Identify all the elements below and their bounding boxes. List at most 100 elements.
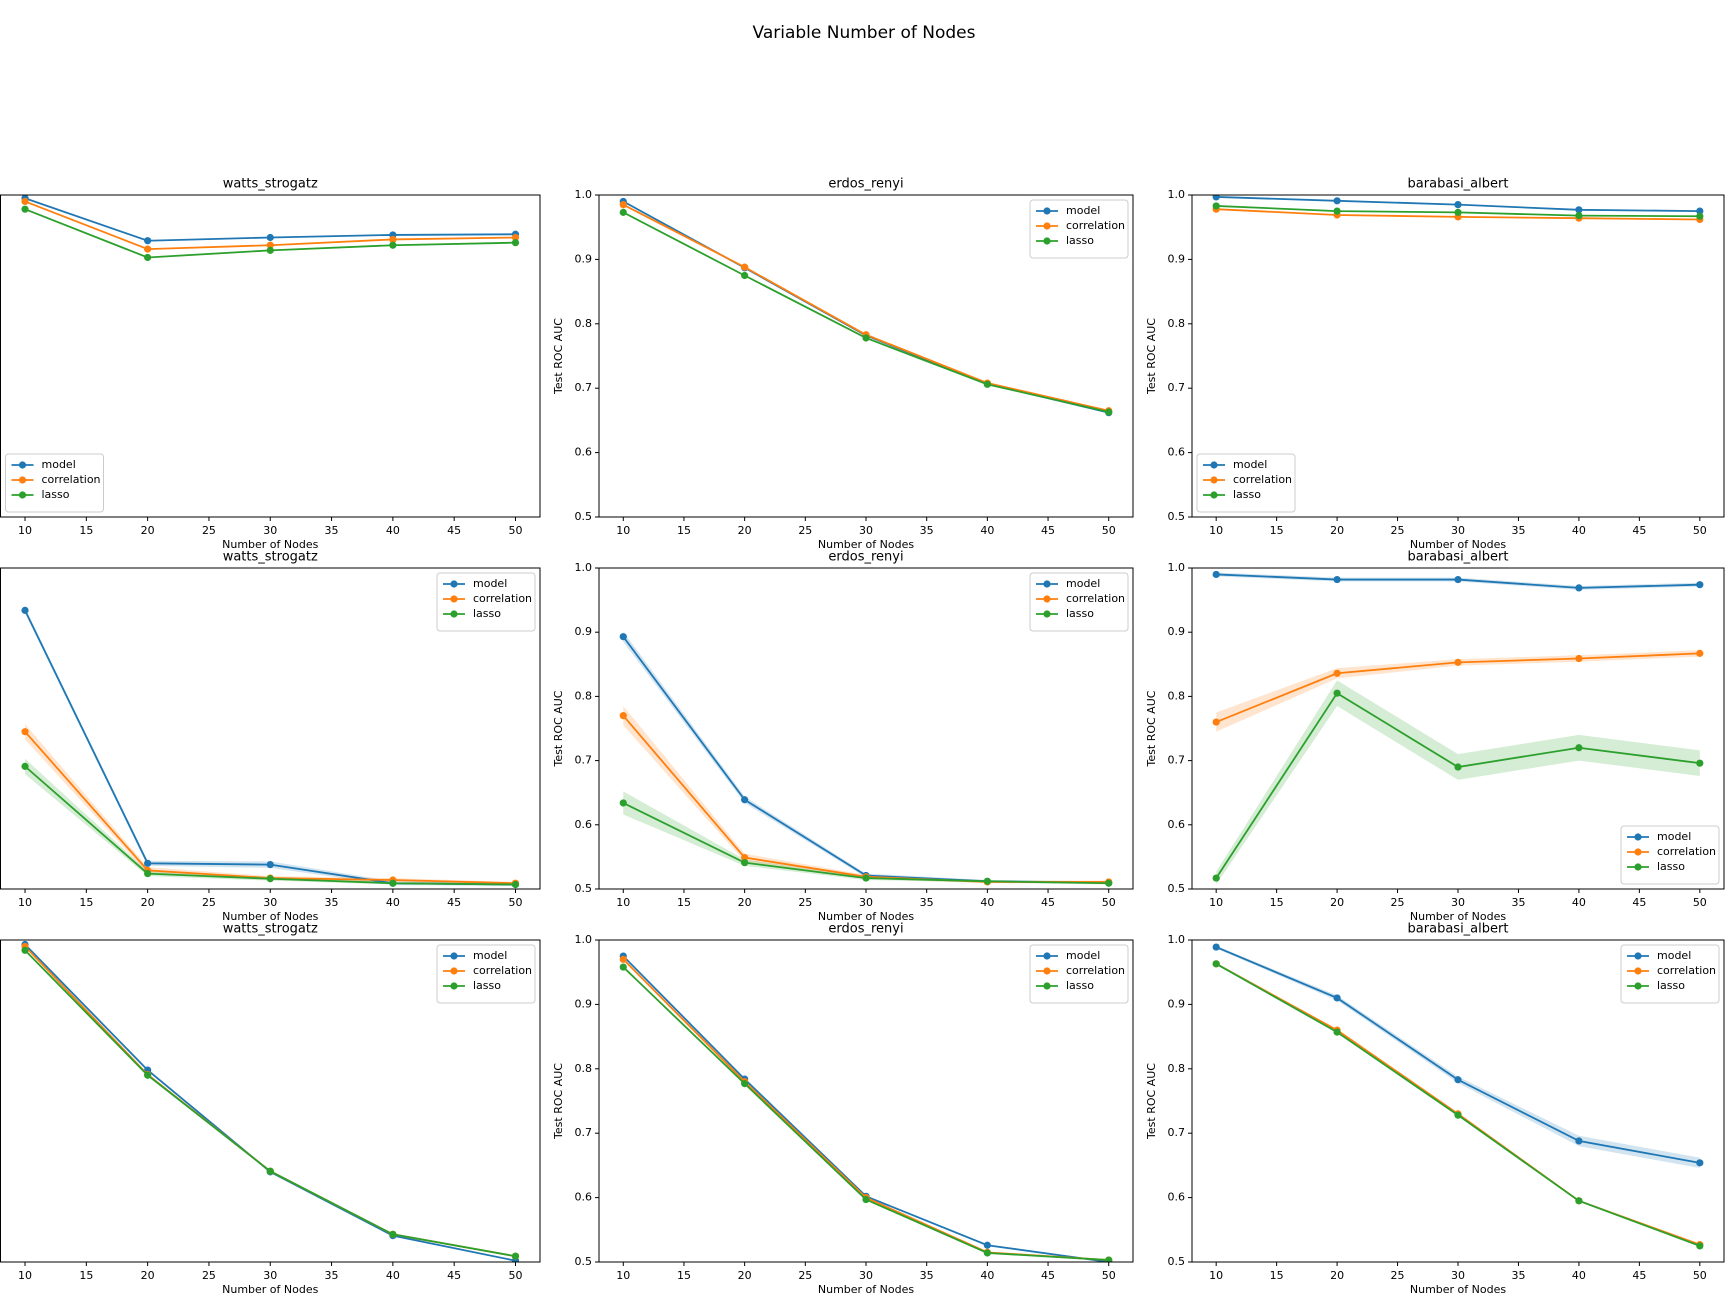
plot-frame: [598, 567, 1134, 890]
y-tick-label: 0.8: [1168, 317, 1186, 330]
x-tick-label: 35: [325, 1269, 339, 1282]
x-tick-label: 15: [677, 524, 691, 537]
plot-frame: [0, 194, 541, 518]
x-tick-label: 10: [1209, 524, 1223, 537]
plot-area: [1212, 195, 1704, 224]
y-axis-label: Test ROC AUC: [1145, 1063, 1158, 1140]
legend-marker: [1634, 863, 1642, 871]
data-point: [1105, 1256, 1113, 1262]
data-point: [511, 239, 520, 247]
legend-label: lasso: [1657, 979, 1685, 992]
data-point: [21, 762, 29, 770]
data-point: [266, 246, 274, 254]
y-axis-label: Test ROC AUC: [552, 1063, 565, 1140]
legend-marker: [1634, 982, 1642, 990]
y-axis-label: Test ROC AUC: [1145, 690, 1158, 767]
legend-label: correlation: [1233, 473, 1292, 486]
x-tick-label: 45: [1041, 524, 1055, 537]
x-tick-label: 45: [1632, 896, 1646, 909]
x-tick-label: 15: [79, 1269, 93, 1282]
x-tick-label: 40: [1572, 1269, 1586, 1282]
data-point: [144, 237, 152, 245]
data-point: [862, 334, 870, 342]
x-tick-label: 10: [18, 1269, 32, 1282]
y-tick-label: 1.0: [575, 188, 593, 201]
legend-label: lasso: [1657, 860, 1685, 873]
plot-area: [619, 197, 1113, 417]
y-tick-label: 0.7: [1168, 754, 1186, 767]
x-axis-label: Number of Nodes: [1410, 1283, 1506, 1296]
data-point: [1105, 879, 1113, 887]
data-point: [1575, 654, 1583, 663]
y-tick-label: 0.7: [575, 381, 593, 394]
x-tick-label: 50: [1102, 1269, 1116, 1282]
data-point: [389, 235, 397, 244]
data-point: [1333, 1028, 1341, 1036]
x-axis-label: Number of Nodes: [1410, 538, 1506, 551]
legend-box: [1620, 944, 1720, 1004]
legend-marker: [18, 491, 27, 499]
x-tick-label: 20: [738, 896, 752, 909]
x-tick-label: 30: [1451, 1269, 1465, 1282]
x-tick-label: 20: [1330, 524, 1344, 537]
data-point: [144, 245, 152, 253]
data-point: [511, 1252, 520, 1260]
subplot-title: watts_strogatz: [223, 177, 318, 192]
legend-marker: [450, 595, 458, 603]
data-point: [1212, 202, 1220, 210]
x-tick-label: 15: [1270, 896, 1284, 909]
subplot-title: erdos_renyi: [828, 922, 903, 937]
data-point: [1454, 1076, 1462, 1084]
x-tick-label: 35: [1511, 1269, 1525, 1282]
x-tick-label: 30: [859, 1269, 873, 1282]
data-point: [1454, 1111, 1462, 1119]
legend-label: model: [473, 577, 507, 590]
legend-marker: [450, 610, 458, 618]
x-tick-label: 20: [141, 524, 155, 537]
x-tick-label: 30: [263, 896, 277, 909]
x-tick-label: 50: [1693, 1269, 1707, 1282]
y-tick-label: 0.8: [575, 1062, 593, 1075]
legend-marker: [1210, 476, 1218, 484]
x-tick-label: 50: [1102, 524, 1116, 537]
legend-marker: [18, 461, 27, 469]
legend-label: correlation: [473, 964, 532, 977]
x-tick-label: 35: [325, 524, 339, 537]
data-point: [389, 241, 397, 249]
legend-label: model: [1233, 458, 1267, 471]
y-tick-label: 0.6: [575, 1191, 593, 1204]
data-point: [266, 861, 274, 869]
subplot-title: erdos_renyi: [828, 177, 903, 192]
x-tick-label: 25: [798, 896, 812, 909]
plot-frame: [598, 194, 1134, 518]
plot-frame: [0, 567, 541, 890]
legend-marker: [450, 967, 458, 975]
legend-marker: [1634, 952, 1642, 960]
legend-label: correlation: [42, 473, 101, 486]
y-tick-label: 0.7: [1168, 1126, 1186, 1139]
subplot-title: watts_strogatz: [223, 550, 318, 565]
legend-label: lasso: [42, 488, 70, 501]
data-point: [1333, 689, 1341, 697]
legend-marker: [1634, 967, 1642, 975]
x-axis-label: Number of Nodes: [222, 538, 318, 551]
x-tick-label: 45: [447, 896, 461, 909]
x-tick-label: 35: [1511, 896, 1525, 909]
data-point: [511, 880, 520, 889]
data-point: [619, 955, 627, 963]
x-tick-label: 25: [202, 1269, 216, 1282]
data-point: [21, 205, 29, 213]
data-point: [21, 197, 29, 206]
data-point: [1575, 1197, 1583, 1205]
legend-box: [1029, 199, 1129, 259]
y-tick-label: 1.0: [1168, 188, 1186, 201]
legend-marker: [1043, 222, 1051, 230]
data-point: [619, 712, 627, 720]
legend-marker: [1634, 848, 1642, 856]
x-tick-label: 40: [980, 896, 994, 909]
x-tick-label: 20: [738, 524, 752, 537]
x-axis-label: Number of Nodes: [818, 1283, 914, 1296]
x-tick-label: 40: [386, 524, 400, 537]
